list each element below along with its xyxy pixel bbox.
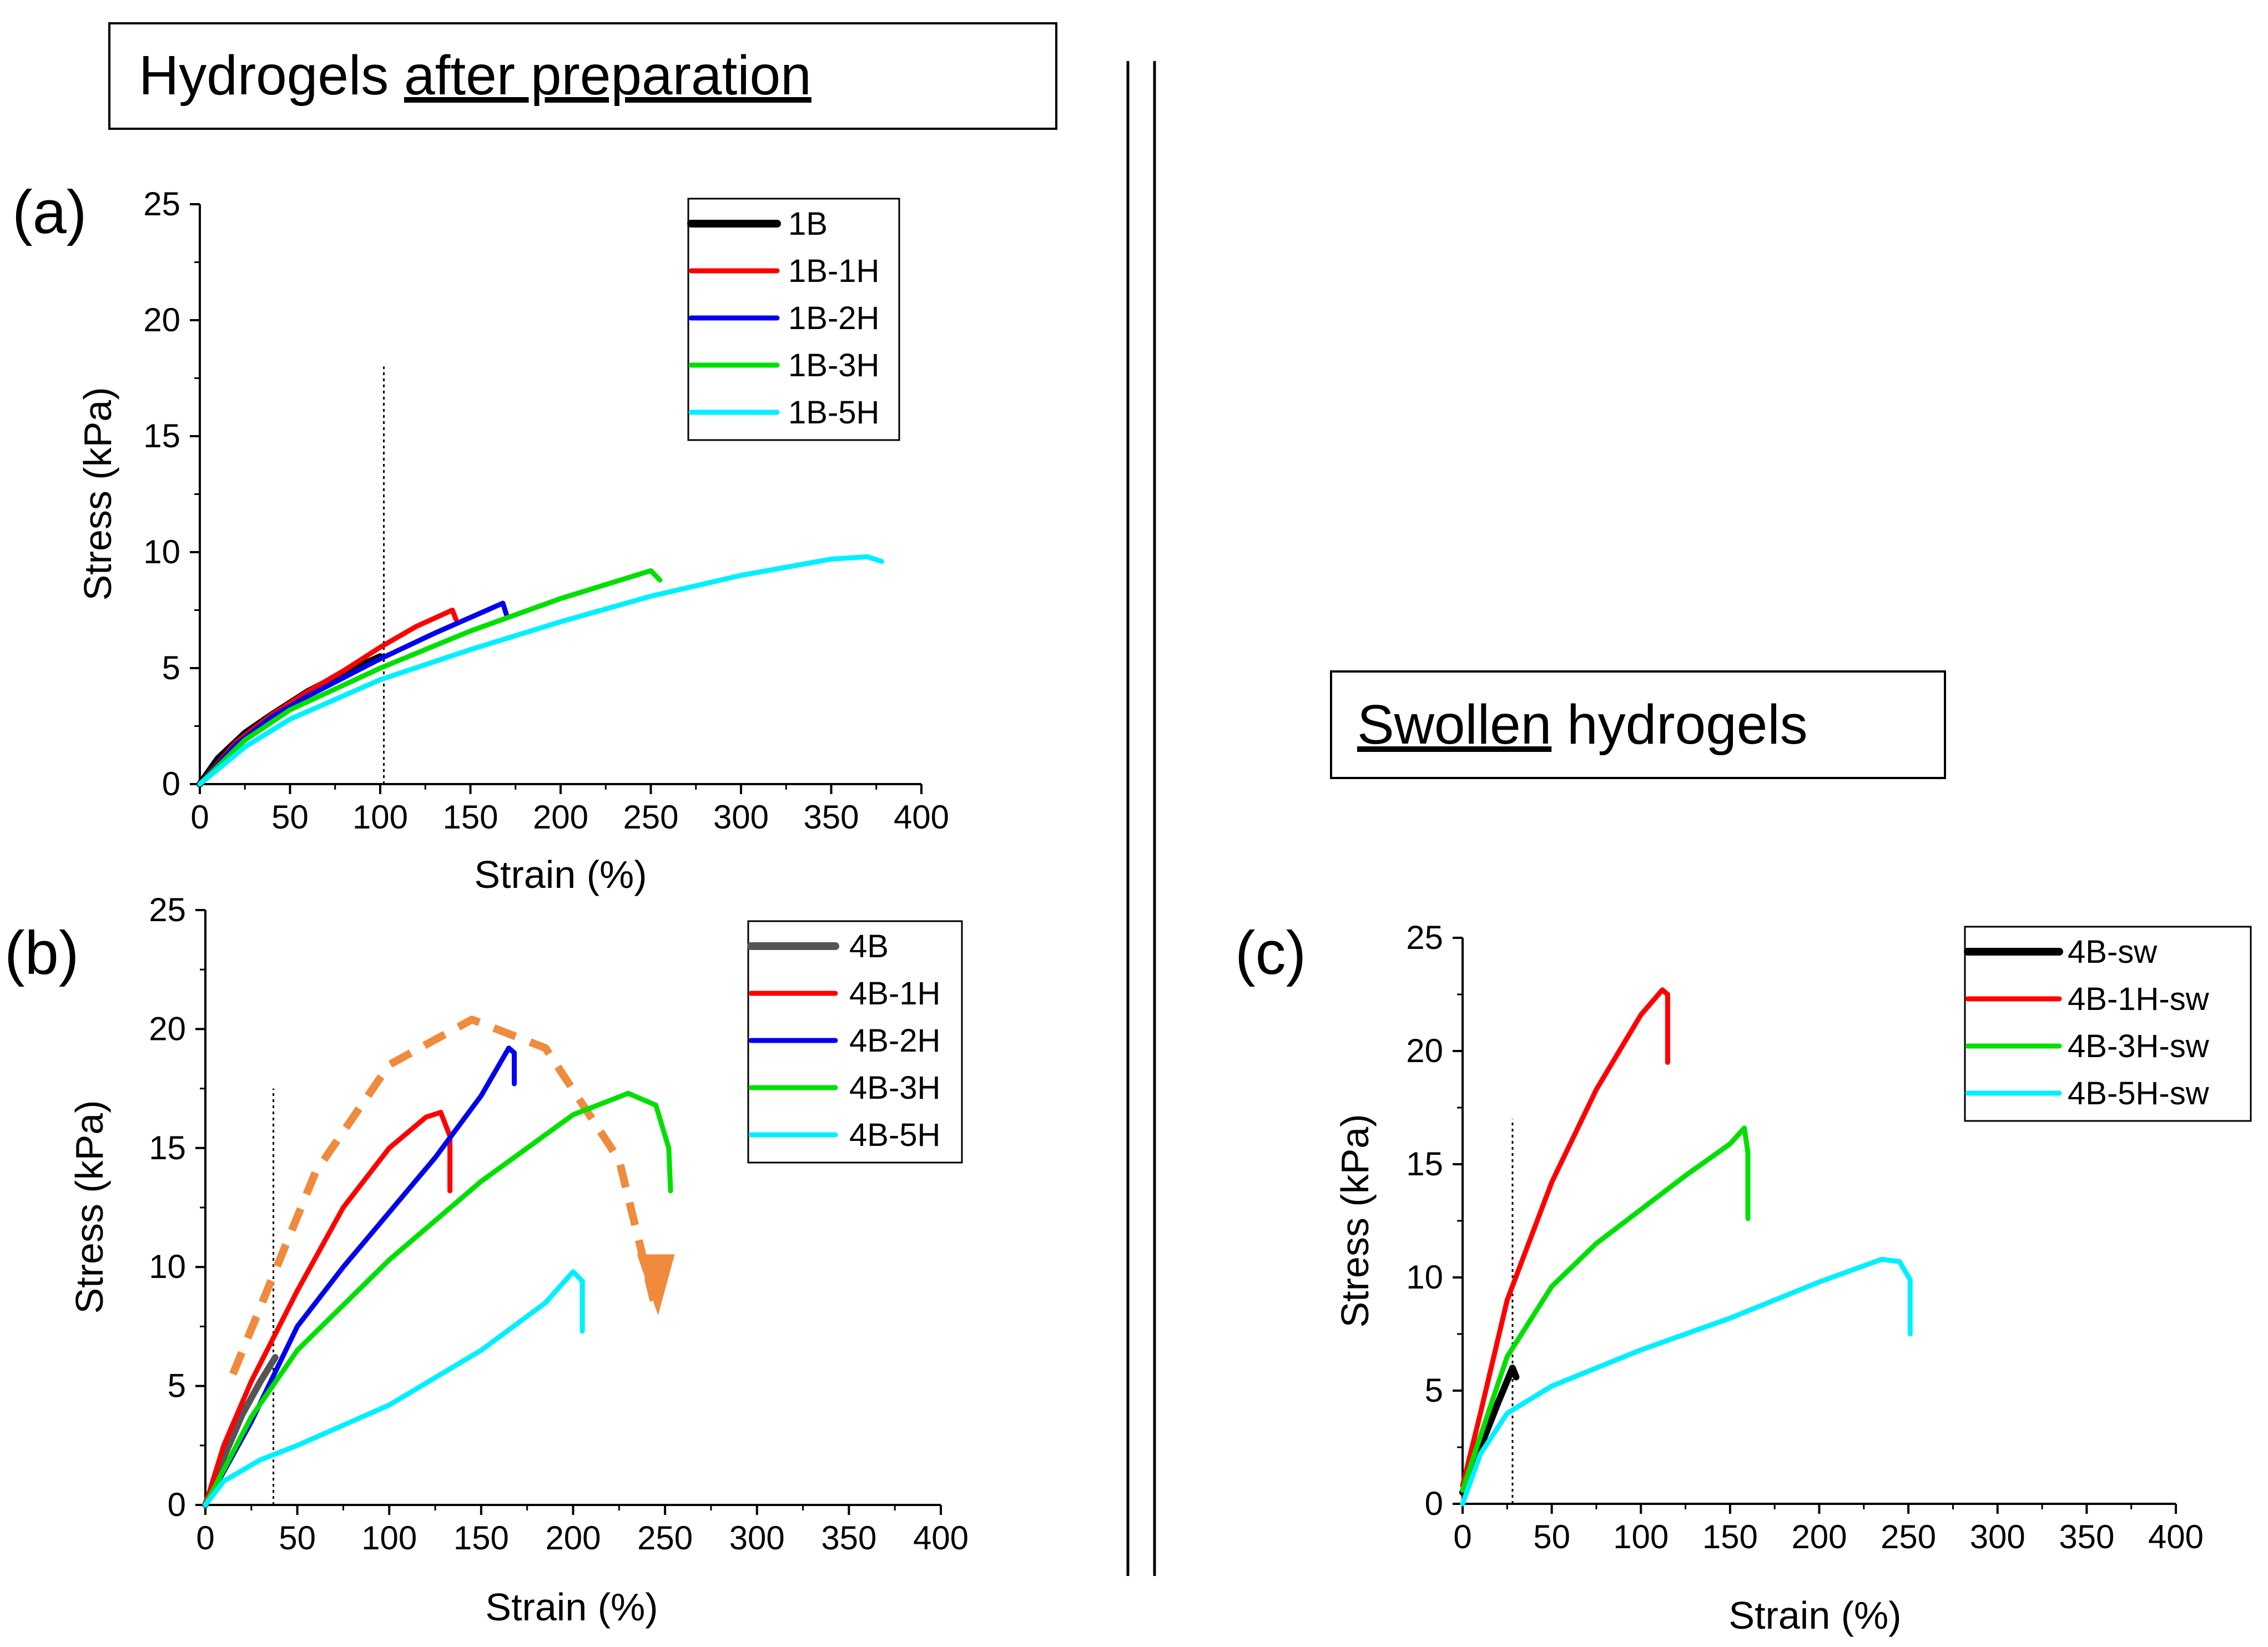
x-tick-label: 250 [637,1519,693,1557]
y-tick-label: 0 [168,1486,186,1523]
legend-label: 1B-2H [788,300,879,336]
y-tick-label: 15 [149,1129,186,1166]
y-tick-label: 0 [1425,1485,1443,1522]
legend-label: 4B-1H [849,976,940,1012]
legend-label: 4B-5H [849,1117,940,1153]
series-line-1B-5H [197,554,884,787]
x-tick-label: 150 [442,799,498,836]
y-tick-label: 5 [162,649,180,686]
legend-box [747,920,963,1164]
x-tick-label: 100 [361,1519,417,1557]
series-line-4B-3H-sw [1460,1125,1751,1493]
y-axis-title: Stress (kPa) [68,1100,111,1313]
x-tick-label: 200 [545,1519,601,1557]
x-axis-title: Strain (%) [485,1585,658,1629]
x-tick-label: 350 [803,799,859,836]
chart-panel-3: (c) 0 50 100 150 200 250 300 350 400 0 5 10 15 20 25 Str… [1235,919,2252,1637]
x-axis-title: Strain (%) [1728,1594,1901,1637]
y-tick-label: 15 [143,417,180,454]
legend-label: 1B [788,206,828,242]
series-line-1B-3H [197,568,663,787]
y-tick-label: 15 [1406,1145,1443,1183]
x-axis-title: Strain (%) [474,853,647,896]
y-tick-label: 25 [149,891,186,928]
y-tick-label: 20 [149,1010,186,1047]
panel-label: (c) [1235,919,1306,987]
chart-panel-2: (b) 0 50 100 150 200 250 300 350 400 0 5 10 15 20 25 Str… [4,891,969,1629]
x-tick-label: 0 [190,799,209,836]
legend-label: 4B-sw [2068,934,2158,970]
panel-label: (b) [4,919,79,987]
x-tick-label: 300 [1970,1518,2025,1555]
y-tick-label: 5 [1425,1372,1443,1409]
x-tick-label: 350 [2059,1518,2114,1555]
legend-label: 4B [849,928,889,964]
x-tick-label: 100 [1613,1518,1669,1555]
y-axis-title: Stress (kPa) [1333,1114,1377,1327]
x-tick-label: 150 [1702,1518,1758,1555]
x-tick-label: 50 [271,799,309,836]
x-tick-label: 50 [279,1519,316,1557]
trend-arrow-head [637,1254,675,1316]
series-line-4B-2H [203,1045,517,1508]
legend-label: 1B-5H [788,395,879,431]
header-box-right [1330,670,1946,779]
x-tick-label: 400 [913,1519,969,1557]
y-tick-label: 20 [1406,1032,1443,1069]
x-tick-label: 300 [713,799,769,836]
chart-panel-1: (a) 0 50 100 150 200 250 300 350 400 0 5 10 15 20 25 Str… [12,178,949,896]
x-tick-label: 300 [729,1519,785,1557]
y-tick-label: 20 [143,301,180,339]
x-tick-label: 250 [623,799,678,836]
y-tick-label: 25 [1406,919,1443,956]
series-line-4B-1H-sw [1460,987,1670,1488]
legend-label: 4B-3H [849,1070,940,1106]
header-box-left [108,22,1057,130]
header-left-underlined: after preparation [404,44,812,107]
panel-label: (a) [12,178,87,246]
y-tick-label: 5 [168,1367,186,1405]
header-right-underlined: Swollen [1357,694,1551,756]
series-line-4B-1H [203,1110,453,1508]
x-tick-label: 0 [1453,1518,1471,1555]
header-right: Swollen hydrogels [1357,694,1808,756]
series-line-1B-1H [197,608,458,787]
x-tick-label: 100 [352,799,408,836]
y-tick-label: 0 [162,765,180,802]
series-line-4B-5H-sw [1460,1256,1913,1507]
legend-label: 4B-5H-sw [2068,1075,2210,1112]
legend-label: 4B-2H [849,1023,940,1059]
x-tick-label: 50 [1533,1518,1570,1555]
y-tick-label: 10 [149,1248,186,1285]
header-left-plain: Hydrogels [139,44,404,107]
legend-label: 4B-3H-sw [2068,1028,2210,1064]
series-line-4B-5H [203,1269,585,1508]
legend-box [1964,926,2252,1122]
x-tick-label: 400 [894,799,949,836]
legend-label: 1B-1H [788,253,879,289]
y-axis-title: Stress (kPa) [76,387,119,600]
x-tick-label: 200 [1791,1518,1847,1555]
x-tick-label: 150 [453,1519,509,1557]
x-tick-label: 0 [196,1519,214,1557]
series-line-4B-sw [1459,1365,1520,1496]
x-tick-label: 350 [821,1519,876,1557]
x-tick-label: 400 [2148,1518,2204,1555]
header-right-plain: hydrogels [1551,694,1807,756]
header-left: Hydrogels after preparation [139,44,812,107]
legend-label: 1B-3H [788,347,879,383]
trend-arrow-path [229,1016,660,1376]
x-tick-label: 200 [533,799,588,836]
y-tick-label: 25 [143,185,180,223]
y-tick-label: 10 [143,533,180,570]
series-line-4B-3H [203,1090,673,1508]
legend-label: 4B-1H-sw [2068,981,2210,1017]
x-tick-label: 250 [1881,1518,1936,1555]
y-tick-label: 10 [1406,1259,1443,1296]
